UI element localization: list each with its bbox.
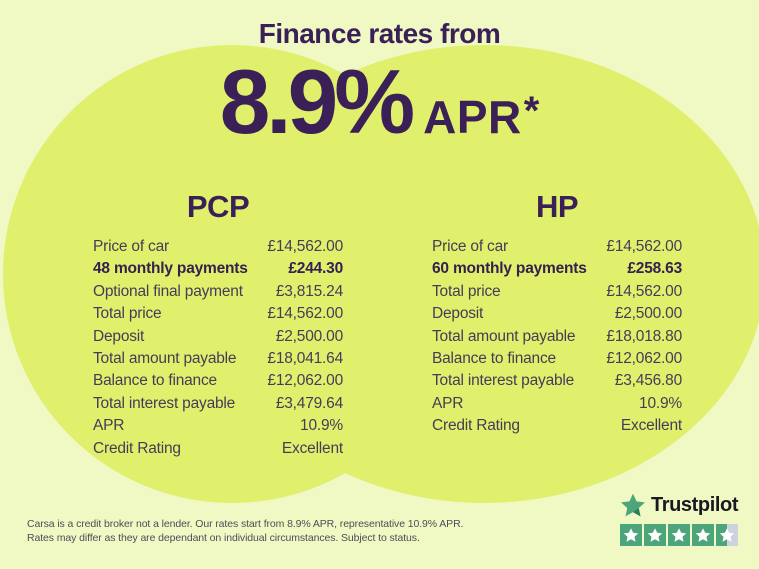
trustpilot-star-box xyxy=(668,524,690,546)
trustpilot-star-box xyxy=(620,524,642,546)
finance-row-label: 48 monthly payments xyxy=(93,260,248,278)
finance-row: 60 monthly payments £258.63 xyxy=(432,260,682,282)
finance-row: Credit Rating Excellent xyxy=(93,440,343,462)
finance-row-label: Balance to finance xyxy=(432,349,556,367)
finance-row-value: £14,562.00 xyxy=(606,238,682,255)
finance-row-label: Total amount payable xyxy=(432,327,576,345)
pcp-column-title: PCP xyxy=(186,189,250,224)
finance-row: Total amount payable £18,018.80 xyxy=(432,328,682,350)
headline-rate: 8.9% APR * xyxy=(0,57,759,148)
disclaimer: Carsa is a credit broker not a lender. O… xyxy=(27,517,463,545)
finance-row: APR 10.9% xyxy=(93,417,343,439)
finance-row-label: Deposit xyxy=(432,305,484,323)
finance-row-label: Total interest payable xyxy=(93,394,236,412)
finance-row-label: APR xyxy=(432,394,464,412)
trustpilot-badge[interactable]: Trustpilot xyxy=(620,492,739,546)
finance-row: Deposit £2,500.00 xyxy=(93,328,343,350)
finance-row: Balance to finance £12,062.00 xyxy=(432,350,682,372)
finance-row-value: £3,815.24 xyxy=(275,282,343,300)
finance-row-label: Total amount payable xyxy=(93,349,237,367)
finance-row: Total price £14,562.00 xyxy=(432,283,682,305)
trustpilot-star-box xyxy=(692,524,714,546)
finance-row-value: £2,500.00 xyxy=(614,305,682,323)
finance-row: 48 monthly payments £244.30 xyxy=(93,260,343,282)
trustpilot-star-box xyxy=(716,524,738,546)
finance-row-label: Credit Rating xyxy=(93,439,181,457)
trustpilot-star-icon xyxy=(620,492,646,518)
finance-row-value: £244.30 xyxy=(288,260,343,278)
finance-rows: Price of car £14,562.00 48 monthly payment… xyxy=(93,238,343,462)
finance-row-value: £18,018.80 xyxy=(606,327,682,345)
finance-row: Optional final payment £3,815.24 xyxy=(93,283,343,305)
finance-row: Total interest payable £3,456.80 xyxy=(432,372,682,394)
background-blob-right xyxy=(203,45,759,503)
finance-row-label: Deposit xyxy=(93,327,145,345)
finance-rows: Price of car £14,562.00 60 monthly payment… xyxy=(432,238,682,440)
headline-kicker: Finance rates from xyxy=(258,18,501,49)
finance-row-value: 10.9% xyxy=(300,417,343,435)
finance-row: Price of car £14,562.00 xyxy=(93,238,343,260)
hp-column: HP Price of car £14,562.00 60 monthly paym… xyxy=(432,189,682,440)
finance-row-label: Total price xyxy=(93,305,162,323)
finance-row: APR 10.9% xyxy=(432,395,682,417)
finance-row-value: £14,562.00 xyxy=(606,282,682,300)
finance-row-label: Total price xyxy=(432,282,501,300)
finance-row: Total amount payable £18,041.64 xyxy=(93,350,343,372)
finance-row: Balance to finance £12,062.00 xyxy=(93,372,343,394)
finance-row-label: Price of car xyxy=(93,238,169,255)
finance-row-label: 60 monthly payments xyxy=(432,260,587,278)
finance-row-value: £12,062.00 xyxy=(606,349,682,367)
rate-footnote-asterisk: * xyxy=(523,89,540,133)
finance-row-label: APR xyxy=(93,417,125,435)
finance-row-label: Total interest payable xyxy=(432,372,575,390)
finance-row-label: Optional final payment xyxy=(93,282,243,300)
finance-row-value: £258.63 xyxy=(627,260,682,278)
finance-row-value: £3,456.80 xyxy=(614,372,682,390)
finance-row-value: Excellent xyxy=(620,417,682,435)
finance-row-value: £18,041.64 xyxy=(267,349,343,367)
rate-unit: APR xyxy=(423,91,522,143)
finance-row-value: £14,562.00 xyxy=(267,305,343,323)
finance-row-value: £3,479.64 xyxy=(275,394,343,412)
trustpilot-wordmark: Trustpilot xyxy=(651,493,739,516)
finance-row: Credit Rating Excellent xyxy=(432,417,682,439)
finance-row-label: Credit Rating xyxy=(432,417,520,435)
trustpilot-stars xyxy=(620,524,738,546)
rate-value: 8.9% xyxy=(219,52,415,153)
finance-row-value: Excellent xyxy=(281,439,343,457)
disclaimer-line-1: Carsa is a credit broker not a lender. O… xyxy=(27,518,464,530)
finance-row-label: Price of car xyxy=(432,238,508,255)
finance-row-value: £12,062.00 xyxy=(267,372,343,390)
trustpilot-star-box xyxy=(644,524,666,546)
finance-row: Total price £14,562.00 xyxy=(93,305,343,327)
finance-row-value: £2,500.00 xyxy=(275,327,343,345)
finance-row-label: Balance to finance xyxy=(93,372,217,390)
pcp-column: PCP Price of car £14,562.00 48 monthly pay… xyxy=(93,189,343,462)
finance-row-value: 10.9% xyxy=(639,394,682,412)
disclaimer-line-2: Rates may differ as they are dependant o… xyxy=(27,532,420,544)
finance-row: Total interest payable £3,479.64 xyxy=(93,395,343,417)
finance-row: Deposit £2,500.00 xyxy=(432,305,682,327)
trustpilot-brand-row: Trustpilot xyxy=(620,492,739,518)
hp-column-title: HP xyxy=(535,189,579,224)
finance-row-value: £14,562.00 xyxy=(267,238,343,255)
finance-row: Price of car £14,562.00 xyxy=(432,238,682,260)
